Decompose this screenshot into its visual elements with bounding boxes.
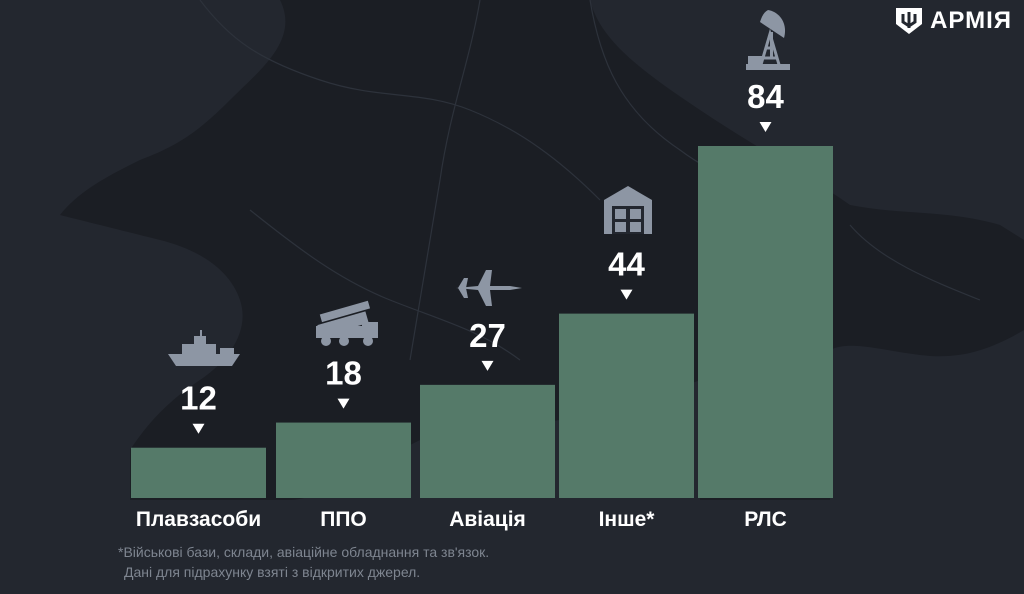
- bar-0: [131, 447, 266, 498]
- value-label-1: 18: [325, 355, 362, 392]
- value-label-3: 44: [608, 246, 645, 283]
- bar-arrow-0: [192, 423, 205, 434]
- footnote: *Військові бази, склади, авіаційне облад…: [118, 542, 678, 582]
- warehouse-icon: [604, 186, 652, 234]
- brand-name: АРМІЯ: [930, 7, 1012, 34]
- fighter-jet-icon: [456, 270, 522, 306]
- category-label-2: Авіація: [449, 508, 526, 531]
- value-labels-group: 12 18 27 44 84: [180, 78, 784, 417]
- arrows-group: [192, 122, 772, 434]
- category-label-3: Інше*: [599, 508, 656, 531]
- footnote-line-1: *Військові бази, склади, авіаційне облад…: [118, 544, 490, 560]
- ship-icon: [168, 330, 240, 366]
- value-label-4: 84: [747, 78, 784, 115]
- bar-arrow-3: [620, 289, 633, 300]
- category-labels-group: Плавзасоби ППО Авіація Інше* РЛС: [136, 508, 787, 531]
- bar-2: [420, 384, 555, 498]
- bar-arrow-1: [337, 398, 350, 409]
- bar-1: [276, 422, 411, 498]
- category-label-0: Плавзасоби: [136, 508, 261, 531]
- bar-3: [559, 313, 694, 498]
- radar-icon: [746, 10, 790, 70]
- category-label-1: ППО: [320, 508, 367, 531]
- air-defense-launcher-icon: [316, 300, 378, 346]
- army-logo: АРМІЯ: [894, 6, 1012, 36]
- value-label-0: 12: [180, 380, 217, 417]
- bars-group: [131, 146, 833, 498]
- bar-4: [698, 146, 833, 498]
- bar-arrow-2: [481, 360, 494, 371]
- footnote-line-2: Дані для підрахунку взяті з відкритих дж…: [124, 564, 421, 580]
- trident-shield-icon: [896, 8, 923, 34]
- value-label-2: 27: [469, 317, 506, 354]
- category-label-4: РЛС: [744, 508, 787, 531]
- bar-arrow-4: [759, 122, 772, 132]
